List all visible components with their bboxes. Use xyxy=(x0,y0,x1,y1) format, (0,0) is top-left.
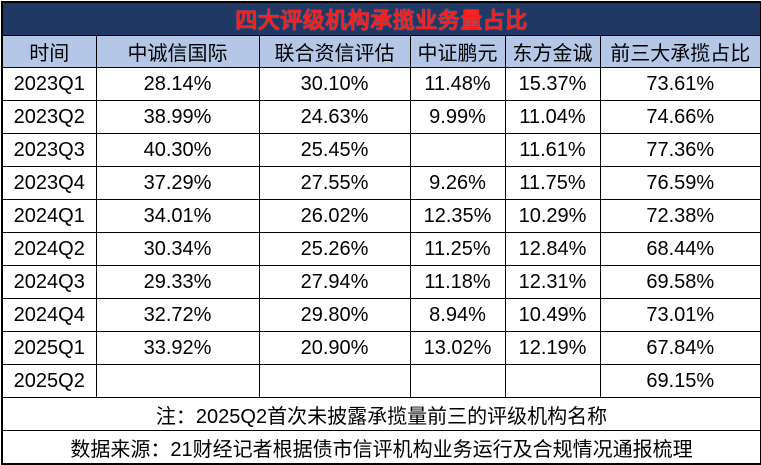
column-header-dongfangjincheng: 东方金诚 xyxy=(504,35,601,68)
table-row: 2023Q4 37.29% 27.55% 9.26% 11.75% 76.59% xyxy=(1,166,761,200)
table-row: 2024Q4 32.72% 29.80% 8.94% 10.49% 73.01% xyxy=(1,298,761,332)
table-row: 2023Q1 28.14% 30.10% 11.48% 15.37% 73.61% xyxy=(1,67,761,101)
value-cell: 67.84% xyxy=(599,331,761,365)
value-cell: 34.01% xyxy=(95,199,260,233)
value-cell: 37.29% xyxy=(95,166,260,200)
quarter-cell: 2024Q1 xyxy=(1,199,97,233)
value-cell: 9.26% xyxy=(409,166,506,200)
value-cell: 12.31% xyxy=(504,265,601,299)
value-cell xyxy=(409,364,506,398)
value-cell: 40.30% xyxy=(95,133,260,167)
table-row: 2025Q2 69.15% xyxy=(1,364,761,398)
column-header-lianhezixin: 联合资信评估 xyxy=(258,35,411,68)
value-cell: 77.36% xyxy=(599,133,761,167)
value-cell: 74.66% xyxy=(599,100,761,134)
title-row: 四大评级机构承揽业务量占比 xyxy=(1,1,761,36)
column-header-zhongchengxin: 中诚信国际 xyxy=(95,35,260,68)
quarter-cell: 2023Q3 xyxy=(1,133,97,167)
value-cell: 8.94% xyxy=(409,298,506,332)
value-cell: 20.90% xyxy=(258,331,411,365)
column-header-time: 时间 xyxy=(1,35,97,68)
value-cell: 25.45% xyxy=(258,133,411,167)
table-row: 2024Q2 30.34% 25.26% 11.25% 12.84% 68.44% xyxy=(1,232,761,266)
column-header-zhongzhengpengyuan: 中证鹏元 xyxy=(409,35,506,68)
quarter-cell: 2024Q2 xyxy=(1,232,97,266)
quarter-cell: 2024Q4 xyxy=(1,298,97,332)
quarter-cell: 2023Q1 xyxy=(1,67,97,101)
header-row: 时间 中诚信国际 联合资信评估 中证鹏元 东方金诚 前三大承揽占比 xyxy=(1,35,761,68)
value-cell: 28.14% xyxy=(95,67,260,101)
value-cell: 10.49% xyxy=(504,298,601,332)
quarter-cell: 2024Q3 xyxy=(1,265,97,299)
value-cell: 11.48% xyxy=(409,67,506,101)
table-row: 2025Q1 33.92% 20.90% 13.02% 12.19% 67.84% xyxy=(1,331,761,365)
value-cell: 29.33% xyxy=(95,265,260,299)
value-cell: 73.01% xyxy=(599,298,761,332)
value-cell: 24.63% xyxy=(258,100,411,134)
value-cell xyxy=(258,364,411,398)
value-cell: 76.59% xyxy=(599,166,761,200)
value-cell: 11.75% xyxy=(504,166,601,200)
quarter-cell: 2023Q2 xyxy=(1,100,97,134)
value-cell: 38.99% xyxy=(95,100,260,134)
quarter-cell: 2023Q4 xyxy=(1,166,97,200)
value-cell: 25.26% xyxy=(258,232,411,266)
value-cell: 69.58% xyxy=(599,265,761,299)
quarter-cell: 2025Q1 xyxy=(1,331,97,365)
value-cell: 12.35% xyxy=(409,199,506,233)
table-row: 2023Q2 38.99% 24.63% 9.99% 11.04% 74.66% xyxy=(1,100,761,134)
value-cell: 69.15% xyxy=(599,364,761,398)
quarter-cell: 2025Q2 xyxy=(1,364,97,398)
value-cell: 30.34% xyxy=(95,232,260,266)
value-cell: 73.61% xyxy=(599,67,761,101)
value-cell: 72.38% xyxy=(599,199,761,233)
source-row: 数据来源：21财经记者根据债市信评机构业务运行及合规情况通报梳理 xyxy=(1,430,761,465)
table-row: 2024Q3 29.33% 27.94% 11.18% 12.31% 69.58% xyxy=(1,265,761,299)
value-cell: 13.02% xyxy=(409,331,506,365)
value-cell: 11.61% xyxy=(504,133,601,167)
column-header-top3-share: 前三大承揽占比 xyxy=(599,35,761,68)
value-cell: 11.18% xyxy=(409,265,506,299)
table-note: 注：2025Q2首次未披露承揽量前三的评级机构名称 xyxy=(1,397,761,431)
value-cell: 30.10% xyxy=(258,67,411,101)
table-row: 2024Q1 34.01% 26.02% 12.35% 10.29% 72.38% xyxy=(1,199,761,233)
value-cell: 29.80% xyxy=(258,298,411,332)
value-cell: 27.94% xyxy=(258,265,411,299)
value-cell: 27.55% xyxy=(258,166,411,200)
value-cell: 11.25% xyxy=(409,232,506,266)
value-cell: 32.72% xyxy=(95,298,260,332)
value-cell: 11.04% xyxy=(504,100,601,134)
value-cell: 9.99% xyxy=(409,100,506,134)
value-cell: 15.37% xyxy=(504,67,601,101)
table-title: 四大评级机构承揽业务量占比 xyxy=(1,1,761,36)
value-cell: 12.19% xyxy=(504,331,601,365)
value-cell: 10.29% xyxy=(504,199,601,233)
value-cell: 26.02% xyxy=(258,199,411,233)
data-source: 数据来源：21财经记者根据债市信评机构业务运行及合规情况通报梳理 xyxy=(1,430,761,465)
table-row: 2023Q3 40.30% 25.45% 11.61% 77.36% xyxy=(1,133,761,167)
value-cell: 68.44% xyxy=(599,232,761,266)
value-cell: 12.84% xyxy=(504,232,601,266)
value-cell xyxy=(409,133,506,167)
note-row: 注：2025Q2首次未披露承揽量前三的评级机构名称 xyxy=(1,397,761,431)
value-cell xyxy=(504,364,601,398)
value-cell: 33.92% xyxy=(95,331,260,365)
value-cell xyxy=(95,364,260,398)
